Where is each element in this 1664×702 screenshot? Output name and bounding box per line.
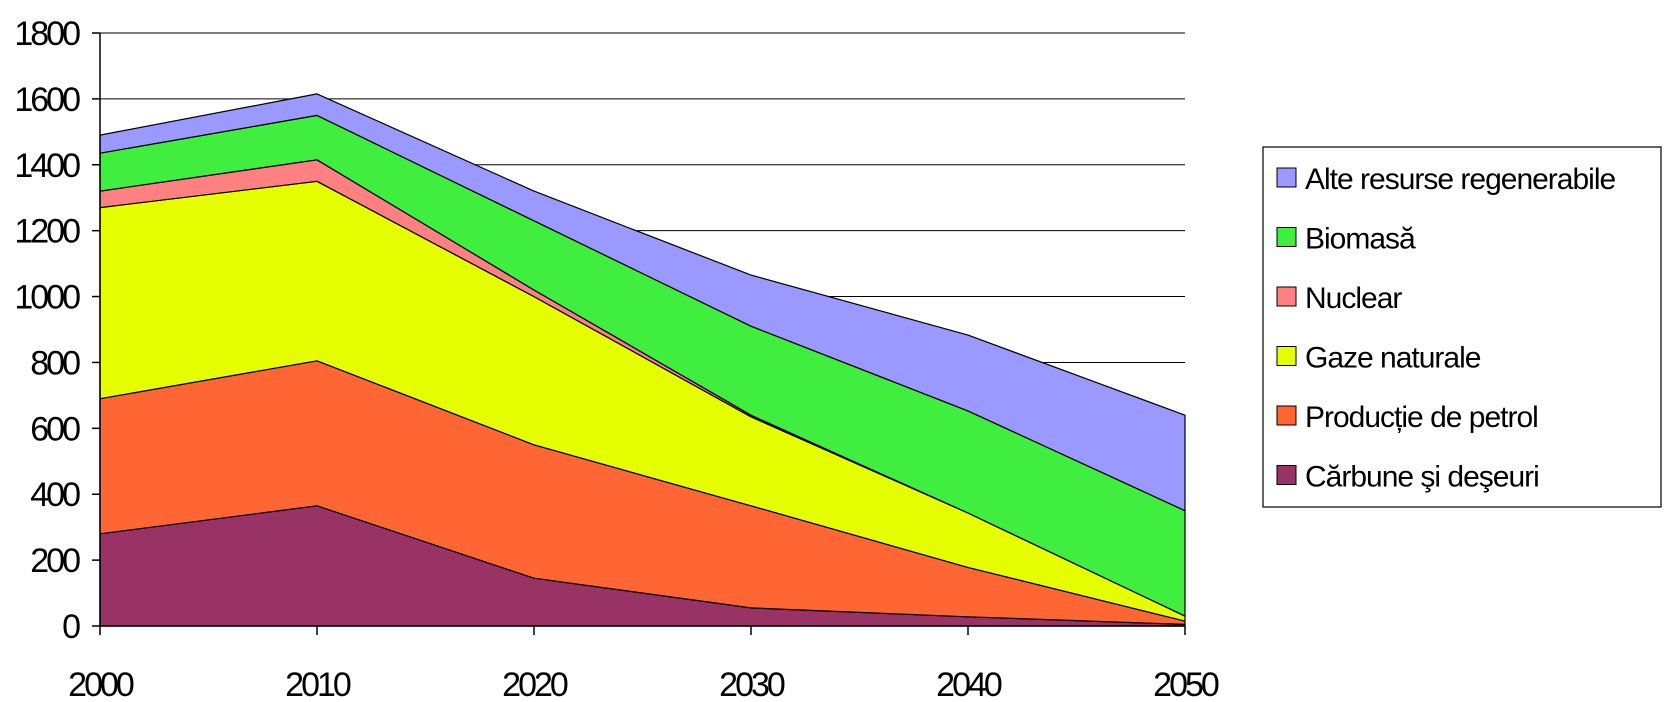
legend-swatch bbox=[1276, 405, 1297, 426]
x-tick-label: 2030 bbox=[719, 666, 785, 702]
legend-label: Producție de petrol bbox=[1305, 401, 1538, 434]
legend-label: Alte resurse regenerabile bbox=[1305, 163, 1616, 196]
legend-label: Biomasă bbox=[1305, 223, 1416, 256]
legend-label: Gaze naturale bbox=[1305, 342, 1481, 375]
legend-box bbox=[1262, 146, 1662, 508]
y-tick-label: 1600 bbox=[14, 81, 80, 119]
x-tick-label: 2040 bbox=[936, 666, 1002, 702]
legend: Alte resurse regenerabile Biomasă Nuclear G… bbox=[1262, 146, 1662, 508]
y-tick-label: 1800 bbox=[14, 15, 80, 53]
x-tick-label: 2020 bbox=[502, 666, 568, 702]
legend-swatch bbox=[1276, 227, 1297, 247]
y-tick-label: 200 bbox=[30, 542, 80, 580]
y-tick-label: 1400 bbox=[14, 147, 80, 185]
x-axis-ticks: 2000 2010 2020 2030 2040 2050 bbox=[68, 626, 1222, 702]
y-tick-label: 1200 bbox=[14, 213, 80, 251]
legend-label: Cărbune şi deşeuri bbox=[1305, 461, 1539, 494]
legend-swatch bbox=[1276, 286, 1297, 307]
y-tick-label: 600 bbox=[30, 410, 80, 448]
axes bbox=[99, 33, 1185, 627]
y-tick-label: 800 bbox=[30, 344, 80, 382]
legend-swatch bbox=[1276, 346, 1297, 366]
x-tick-label: 2010 bbox=[285, 666, 351, 702]
x-tick-label: 2050 bbox=[1153, 666, 1219, 702]
y-axis-ticks: 0 200 400 600 800 1000 1200 1400 1600 1800 bbox=[14, 15, 100, 646]
area-series-5 bbox=[99, 93, 1186, 512]
stacked-areas bbox=[99, 93, 1186, 627]
legend-label: Nuclear bbox=[1305, 282, 1402, 315]
y-tick-label: 400 bbox=[30, 476, 80, 514]
x-tick-label: 2000 bbox=[68, 666, 134, 702]
legend-swatch bbox=[1276, 465, 1297, 485]
legend-swatch bbox=[1276, 167, 1297, 188]
y-tick-label: 1000 bbox=[14, 279, 80, 317]
y-tick-label: 0 bbox=[62, 608, 80, 646]
